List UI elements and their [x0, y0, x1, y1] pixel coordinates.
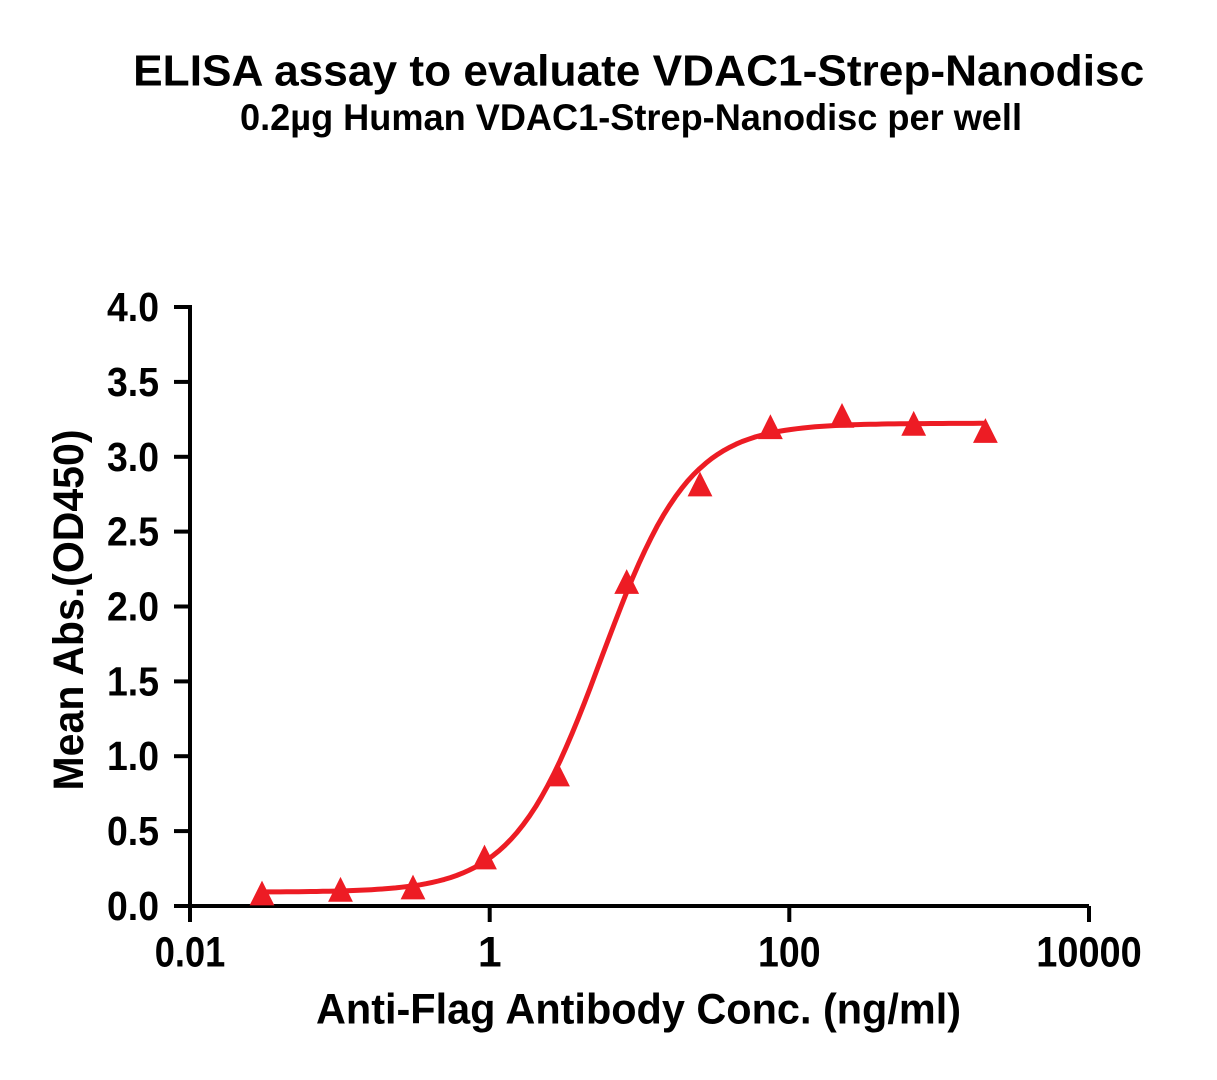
svg-text:0.5: 0.5: [107, 808, 159, 854]
svg-text:1: 1: [478, 929, 502, 977]
svg-text:10000: 10000: [1036, 929, 1142, 977]
svg-text:Mean Abs.(OD450): Mean Abs.(OD450): [45, 430, 93, 791]
svg-text:Anti-Flag Antibody Conc. (ng/m: Anti-Flag Antibody Conc. (ng/ml): [316, 986, 961, 1034]
svg-text:0.2µg Human VDAC1-Strep-Nanodi: 0.2µg Human VDAC1-Strep-Nanodisc per wel…: [240, 97, 1022, 138]
svg-text:4.0: 4.0: [107, 284, 159, 330]
svg-text:3.0: 3.0: [107, 434, 159, 480]
svg-text:ELISA assay to evaluate VDAC1-: ELISA assay to evaluate VDAC1-Strep-Nano…: [133, 47, 1144, 95]
svg-text:100: 100: [758, 929, 821, 977]
svg-text:2.5: 2.5: [107, 509, 159, 555]
svg-text:0.01: 0.01: [155, 929, 226, 977]
svg-text:0.0: 0.0: [107, 883, 159, 929]
svg-text:1.0: 1.0: [107, 733, 159, 779]
svg-text:3.5: 3.5: [107, 359, 159, 405]
svg-text:1.5: 1.5: [107, 658, 159, 704]
svg-text:2.0: 2.0: [107, 584, 159, 630]
